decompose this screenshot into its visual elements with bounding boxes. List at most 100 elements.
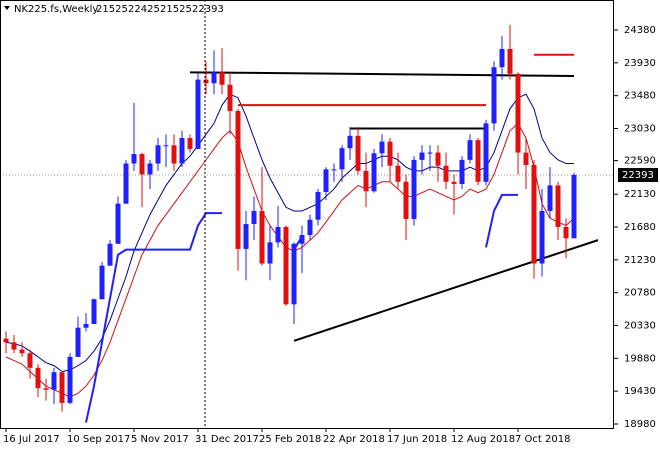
candle-body	[451, 181, 457, 184]
candle-body	[75, 327, 81, 357]
candle-body	[291, 243, 297, 305]
ohlc-open: 21525	[96, 4, 128, 15]
candle-body	[299, 235, 305, 244]
symbol-title: NK225.fs,Weekly	[14, 4, 98, 15]
candle-body	[355, 135, 361, 171]
ohlc-high: 22425	[128, 4, 160, 15]
candle-body	[283, 227, 289, 305]
candle-body	[267, 242, 273, 264]
candle-body	[491, 67, 497, 124]
candle-body	[323, 169, 329, 192]
candle-body	[515, 73, 521, 153]
candle-body	[35, 367, 41, 389]
candle-body	[499, 48, 505, 68]
candle-body	[163, 145, 169, 147]
candle-body	[243, 224, 249, 249]
candle-body	[427, 152, 433, 154]
candle-body	[3, 338, 9, 343]
candle-body	[187, 137, 193, 149]
candle-body	[275, 227, 281, 243]
candle-body	[51, 372, 57, 390]
y-tick-label: 19880	[624, 353, 656, 364]
current-price-box	[618, 167, 658, 182]
y-tick-label: 19430	[624, 386, 656, 397]
candle-body	[19, 349, 25, 354]
candle-body	[91, 299, 97, 325]
y-tick-label: 18980	[624, 419, 656, 430]
candle-body	[475, 140, 481, 182]
candle-body	[539, 210, 545, 264]
candle-body	[219, 72, 225, 85]
candle-body	[11, 342, 17, 350]
candle-body	[139, 154, 145, 175]
current-price-label: 22393	[622, 170, 654, 181]
candle-body	[307, 219, 313, 236]
x-tick-label: 5 Nov 2017	[131, 434, 189, 445]
candle-body	[203, 79, 209, 84]
candle-body	[331, 169, 337, 171]
y-tick-label: 23030	[624, 124, 656, 135]
candle-body	[195, 79, 201, 149]
candle-body	[315, 191, 321, 220]
y-tick-label: 20330	[624, 321, 656, 332]
candle-body	[179, 137, 185, 164]
y-tick-label: 22590	[624, 156, 656, 167]
candle-body	[259, 210, 265, 264]
candle-body	[67, 356, 73, 403]
x-tick-label: 16 Jul 2017	[3, 434, 60, 445]
candle-body	[107, 243, 113, 266]
candle-body	[531, 164, 537, 264]
y-tick-label: 22130	[624, 189, 656, 200]
candle-body	[371, 153, 377, 192]
indicator-line	[5, 122, 575, 398]
candle-body	[395, 165, 401, 182]
candle-body	[387, 141, 393, 166]
candle-body	[563, 227, 569, 239]
y-tick-label: 23480	[624, 91, 656, 102]
candle-body	[251, 210, 257, 225]
candle-body	[155, 145, 161, 164]
candle-body	[131, 154, 137, 164]
y-tick-label: 20780	[624, 288, 656, 299]
y-tick-label: 21230	[624, 255, 656, 266]
candle-body	[555, 185, 561, 227]
y-tick-label: 21680	[624, 222, 656, 233]
candle-body	[59, 372, 65, 403]
candle-body	[83, 324, 89, 328]
candle-body	[339, 148, 345, 170]
ohlc-close: 22393	[192, 4, 224, 15]
candle-body	[547, 185, 553, 211]
candle-body	[523, 152, 529, 165]
candle-body	[467, 140, 473, 160]
x-tick-label: 17 Jun 2018	[387, 434, 447, 445]
x-tick-label: 7 Oct 2018	[515, 434, 570, 445]
candle-body	[99, 265, 105, 300]
candle-body	[507, 48, 513, 74]
x-tick-label: 22 Apr 2018	[323, 434, 385, 445]
x-tick-label: 31 Dec 2017	[195, 434, 259, 445]
candle-body	[347, 135, 353, 149]
candle-body	[171, 145, 177, 164]
candle-body	[443, 165, 449, 182]
candle-body	[571, 174, 577, 239]
candle-body	[411, 159, 417, 219]
candle-body	[403, 181, 409, 219]
candle-body	[419, 152, 425, 160]
trendline	[293, 239, 599, 342]
candle-body	[115, 203, 121, 244]
ohlc-low: 21525	[160, 4, 192, 15]
y-tick-label: 24380	[624, 25, 656, 36]
candle-body	[435, 152, 441, 166]
menu-triangle	[4, 6, 10, 10]
candle-body	[379, 141, 385, 154]
candle-body	[211, 72, 217, 84]
y-tick-label: 23930	[624, 58, 656, 69]
candle-body	[227, 84, 233, 111]
x-tick-label: 25 Feb 2018	[259, 434, 321, 445]
candle-body	[27, 353, 33, 368]
candle-body	[363, 170, 369, 192]
candle-body	[43, 388, 49, 390]
x-tick-label: 10 Sep 2017	[67, 434, 130, 445]
